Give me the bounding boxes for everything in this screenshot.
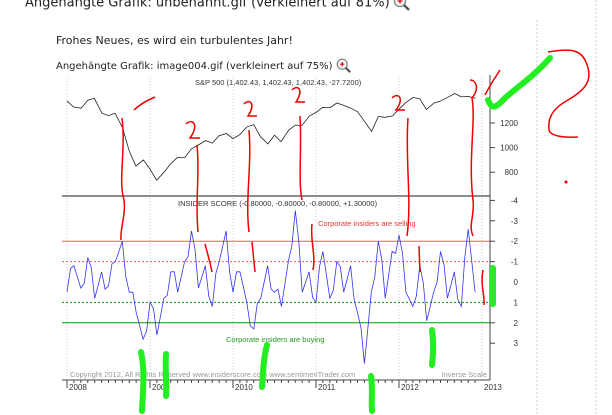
red-marker-line	[310, 223, 315, 271]
inverse-scale-label: Inverse Scale	[442, 370, 487, 379]
green-marker	[138, 349, 147, 414]
red-marker-line	[251, 241, 256, 273]
x-tick-label: 2013	[484, 383, 502, 392]
attachment-caption-top: Angehängte Grafik: unbenannt.gif (verkle…	[25, 0, 411, 12]
green-check-annotation	[485, 55, 553, 110]
x-tick-label: 2009	[152, 383, 170, 392]
y-tick-label: 0	[514, 278, 519, 287]
red-marker-line	[484, 69, 501, 96]
sp500-title: S&P 500 (1,402.43, 1,402.43, 1,402.43, -…	[195, 78, 362, 87]
y-tick-label: 1200	[500, 119, 518, 128]
y-tick-label: -3	[511, 217, 519, 226]
red-two-annotation	[243, 100, 257, 117]
red-dot	[564, 180, 568, 184]
caption-text: Angehängte Grafik: image004.gif (verklei…	[56, 61, 333, 72]
x-tick-label: 2012	[401, 383, 419, 392]
red-marker-line	[418, 245, 421, 273]
selling-annotation: Corporate insiders are selling	[318, 219, 416, 228]
red-marker-line	[299, 115, 303, 201]
red-marker-line	[204, 243, 213, 273]
y-tick-label: -1	[511, 258, 519, 267]
red-two-annotation	[291, 86, 305, 103]
green-marker	[259, 342, 270, 390]
magnifier-plus-icon[interactable]	[336, 58, 352, 74]
x-tick-label: 2011	[318, 383, 336, 392]
insider-title: INSIDER SCORE (-0.80000, -0.80000, -0.80…	[178, 199, 378, 208]
buying-annotation: Corporate insiders are buying	[226, 335, 324, 344]
caption-text: Angehängte Grafik: unbenannt.gif (verkle…	[25, 0, 390, 11]
green-marker	[162, 351, 170, 399]
red-marker-line	[196, 144, 199, 233]
red-marker-line	[406, 117, 410, 237]
red-marker-line	[133, 96, 156, 111]
copyright-text: Copyright 2012, All Rights Reserved www.…	[70, 370, 355, 379]
red-marker-line	[120, 117, 126, 241]
y-tick-label: 1000	[500, 144, 518, 153]
x-tick-label: 2010	[235, 383, 253, 392]
red-question-mark-annotation	[547, 49, 590, 138]
attachment-caption: Angehängte Grafik: image004.gif (verklei…	[56, 58, 352, 74]
y-tick-label: -2	[511, 237, 519, 246]
x-tick-label: 2008	[69, 383, 87, 392]
green-marker	[429, 327, 437, 368]
red-marker-line	[247, 129, 251, 233]
y-tick-label: -4	[511, 196, 519, 205]
green-marker	[368, 373, 375, 414]
y-tick-label: 2	[514, 319, 519, 328]
red-two-annotation	[391, 94, 405, 111]
y-tick-label: 3	[514, 339, 519, 348]
green-hand-annotations	[138, 55, 553, 414]
sp500-series-line	[66, 93, 476, 181]
red-marker-line	[469, 79, 478, 237]
red-marker-line	[481, 269, 485, 306]
y-tick-label: 1	[514, 298, 519, 307]
red-two-annotation	[185, 120, 200, 139]
magnifier-plus-icon[interactable]	[393, 0, 411, 12]
red-hand-annotations	[120, 49, 590, 306]
y-tick-label: 800	[505, 168, 519, 177]
post-message: Frohes Neues, es wird ein turbulentes Ja…	[56, 34, 293, 47]
insider-score-series-line	[66, 210, 476, 364]
